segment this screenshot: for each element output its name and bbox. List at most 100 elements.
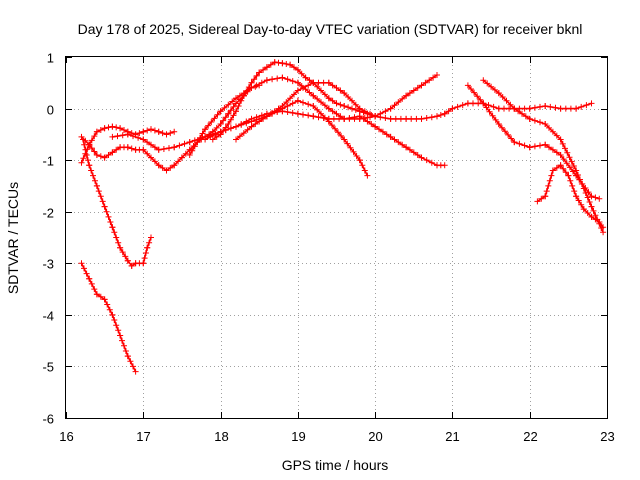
data-point <box>119 249 126 256</box>
data-point <box>227 107 234 114</box>
data-point <box>580 206 587 213</box>
data-point <box>289 100 296 107</box>
data-point <box>566 154 573 161</box>
data-point <box>314 106 321 113</box>
data-point <box>105 124 112 131</box>
data-point <box>113 146 120 153</box>
data-point <box>548 172 555 179</box>
data-point <box>531 117 538 124</box>
data-point <box>403 115 410 122</box>
data-point <box>397 115 404 122</box>
data-point <box>441 110 448 117</box>
data-point <box>359 162 366 169</box>
data-point <box>111 229 118 236</box>
data-point <box>575 197 582 204</box>
data-point <box>387 105 394 112</box>
data-point <box>553 164 560 171</box>
data-point <box>414 152 421 158</box>
data-point <box>382 115 389 121</box>
data-point <box>144 139 151 146</box>
data-point <box>101 296 108 303</box>
data-point <box>155 128 162 135</box>
data-point <box>291 91 297 98</box>
data-point <box>351 115 358 122</box>
data-point <box>113 124 120 131</box>
data-point <box>222 114 229 121</box>
data-point <box>205 122 212 129</box>
data-point <box>103 208 110 215</box>
data-point <box>356 157 363 164</box>
data-point <box>341 115 348 122</box>
data-point <box>160 146 167 152</box>
data-point <box>437 112 444 118</box>
data-point <box>464 82 471 89</box>
data-point <box>570 168 576 175</box>
data-point <box>267 110 274 117</box>
data-point <box>233 100 239 107</box>
data-point <box>406 90 413 97</box>
data-point <box>217 121 224 127</box>
data-point <box>321 102 328 109</box>
data-point <box>588 213 595 220</box>
data-point <box>163 131 170 138</box>
data-point <box>208 119 215 125</box>
data-point <box>522 113 529 120</box>
data-point <box>328 122 335 129</box>
x-tick-labels: 16 17 18 19 20 21 22 23 <box>59 429 614 444</box>
data-point <box>511 105 518 112</box>
data-point <box>410 149 417 156</box>
data-point <box>382 108 389 115</box>
data-point <box>377 110 384 117</box>
data-point <box>549 128 556 135</box>
data-point <box>569 182 576 189</box>
data-point <box>122 253 129 260</box>
data-point <box>167 164 174 171</box>
data-point <box>97 193 104 200</box>
data-point <box>101 203 108 210</box>
data-point <box>503 97 510 104</box>
data-point <box>298 70 305 77</box>
data-point <box>279 74 286 81</box>
data-point <box>454 103 461 110</box>
data-point <box>367 110 373 117</box>
data-point <box>395 99 402 106</box>
data-point <box>111 317 118 323</box>
data-point <box>248 123 255 130</box>
data-point <box>189 147 196 154</box>
data-point <box>88 137 95 144</box>
data-point <box>121 342 127 349</box>
data-point <box>488 83 495 90</box>
data-point <box>537 119 543 126</box>
data-point <box>199 130 206 137</box>
data-point <box>480 77 487 84</box>
data-point <box>151 158 158 165</box>
data-point <box>256 118 263 125</box>
x-tick-label: 19 <box>291 429 305 444</box>
data-point <box>557 136 564 143</box>
data-point <box>547 103 554 110</box>
data-point <box>537 142 543 149</box>
data-point <box>109 123 116 130</box>
data-point <box>531 104 538 111</box>
data-point <box>546 177 553 184</box>
data-point <box>600 224 607 231</box>
data-point <box>159 130 166 137</box>
data-point <box>573 193 580 200</box>
data-point <box>560 156 567 163</box>
data-point <box>166 145 172 152</box>
data-point <box>387 133 394 140</box>
data-point <box>128 145 135 152</box>
data-point <box>225 110 232 117</box>
data-point <box>115 239 122 246</box>
data-point <box>233 123 239 130</box>
data-point <box>124 131 131 138</box>
data-point <box>418 154 425 161</box>
series-arc-12 <box>534 162 607 231</box>
data-point <box>521 142 528 149</box>
data-point <box>253 114 260 121</box>
data-point <box>573 105 580 112</box>
data-point <box>88 167 95 174</box>
data-point <box>399 95 406 102</box>
data-point <box>505 131 512 138</box>
data-point <box>585 189 592 196</box>
